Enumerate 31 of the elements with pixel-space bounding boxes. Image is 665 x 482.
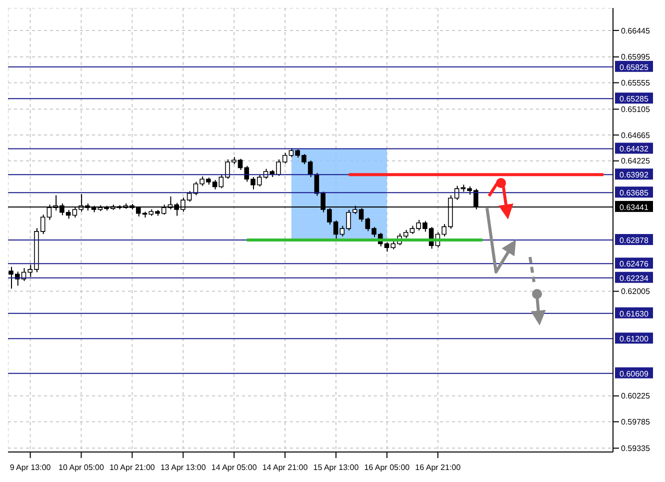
ref-line-label: 0.62234 bbox=[620, 274, 650, 283]
x-tick-label: 14 Apr 21:00 bbox=[262, 463, 308, 472]
ref-line-label: 0.63685 bbox=[620, 188, 650, 198]
ref-line-label: 0.62476 bbox=[620, 260, 650, 269]
x-tick-label: 9 Apr 13:00 bbox=[10, 463, 52, 472]
y-tick-label: 0.66445 bbox=[621, 26, 650, 36]
y-tick-label: 0.65105 bbox=[621, 105, 650, 114]
ref-line-label: 0.64432 bbox=[620, 144, 650, 154]
y-tick-label: 0.59785 bbox=[621, 418, 650, 427]
x-tick-label: 16 Apr 21:00 bbox=[415, 463, 462, 472]
y-tick-label: 0.64225 bbox=[621, 156, 650, 166]
x-tick-label: 10 Apr 05:00 bbox=[58, 463, 104, 472]
x-tick-label: 10 Apr 21:00 bbox=[109, 463, 156, 472]
y-tick-label: 0.65555 bbox=[621, 78, 650, 88]
ref-line-label: 0.60609 bbox=[620, 369, 650, 378]
x-tick-label: 16 Apr 05:00 bbox=[364, 463, 410, 472]
ref-line-label: 0.63441 bbox=[620, 202, 650, 212]
x-tick-label: 15 Apr 13:00 bbox=[313, 463, 360, 472]
x-tick-label: 14 Apr 05:00 bbox=[211, 463, 258, 472]
y-tick-label: 0.64665 bbox=[621, 130, 650, 140]
y-tick-label: 0.62005 bbox=[621, 287, 650, 296]
ref-line-label: 0.65825 bbox=[620, 62, 650, 72]
ref-line-label: 0.63992 bbox=[620, 170, 650, 180]
y-tick-label: 0.65995 bbox=[621, 52, 650, 62]
ref-line-label: 0.65285 bbox=[620, 94, 650, 104]
ref-line-label: 0.62878 bbox=[620, 236, 650, 246]
ref-line-label: 0.61630 bbox=[620, 309, 650, 318]
ref-line-label: 0.61200 bbox=[620, 334, 650, 344]
x-tick-label: 13 Apr 13:00 bbox=[160, 463, 206, 472]
y-tick-label: 0.60225 bbox=[621, 392, 650, 401]
y-tick-label: 0.59335 bbox=[621, 444, 650, 454]
